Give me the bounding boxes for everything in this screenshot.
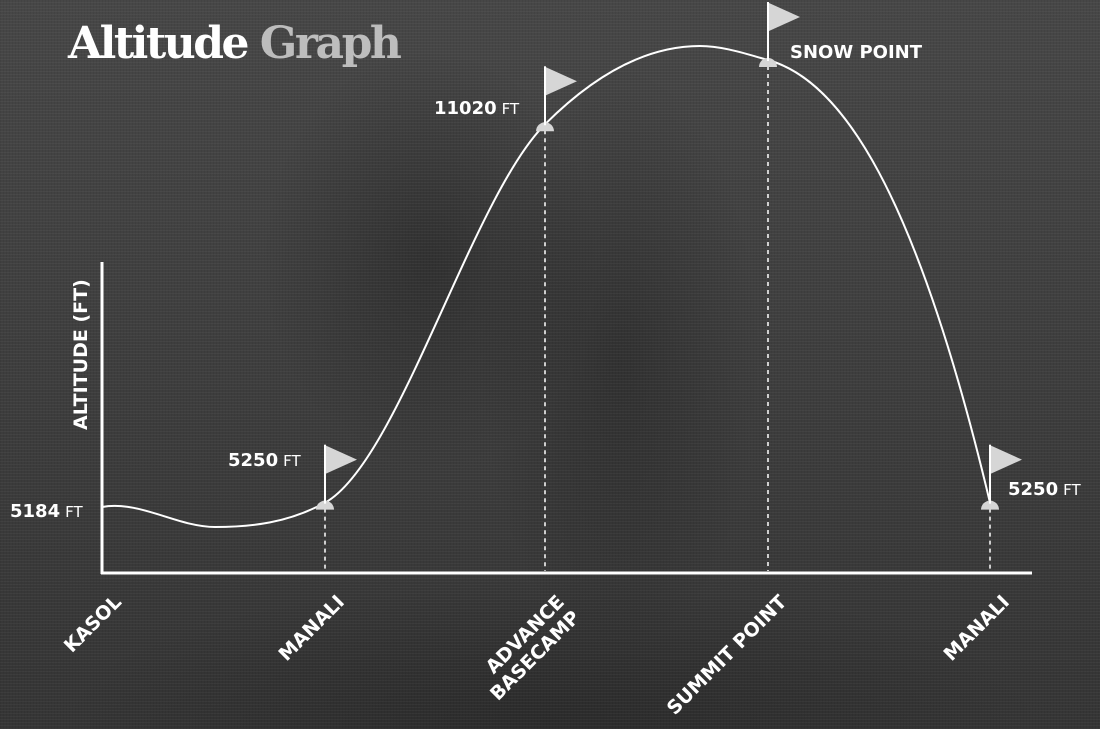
- data-label: 11020 FT: [434, 98, 519, 120]
- data-label: 5250 FT: [228, 450, 301, 472]
- waypoint-marker: [759, 58, 777, 67]
- waypoint-marker: [981, 500, 999, 510]
- title-word-graph: Graph: [259, 18, 402, 69]
- data-label-value: 5184: [10, 501, 61, 522]
- data-label-value: 5250: [228, 449, 279, 471]
- waypoint-marker: [536, 122, 554, 132]
- data-label-value: SNOW POINT: [790, 42, 922, 63]
- flag-icon: [769, 3, 800, 31]
- data-label: 5184 FT: [10, 501, 83, 523]
- data-label-unit: FT: [1063, 480, 1081, 499]
- flag-icon: [991, 445, 1022, 474]
- flag-icon: [546, 67, 577, 96]
- data-label-unit: FT: [283, 451, 301, 470]
- data-label-unit: FT: [65, 503, 83, 521]
- flag-icon: [326, 445, 357, 474]
- data-label-value: 11020: [434, 98, 497, 120]
- data-label-unit: FT: [501, 100, 520, 119]
- chart-title: Altitude Graph: [68, 22, 402, 66]
- data-label: 5250 FT: [1008, 479, 1081, 501]
- waypoint-marker: [316, 500, 334, 510]
- title-word-altitude: Altitude: [68, 18, 249, 69]
- data-label-value: 5250: [1008, 478, 1059, 500]
- data-label: SNOW POINT: [790, 42, 922, 64]
